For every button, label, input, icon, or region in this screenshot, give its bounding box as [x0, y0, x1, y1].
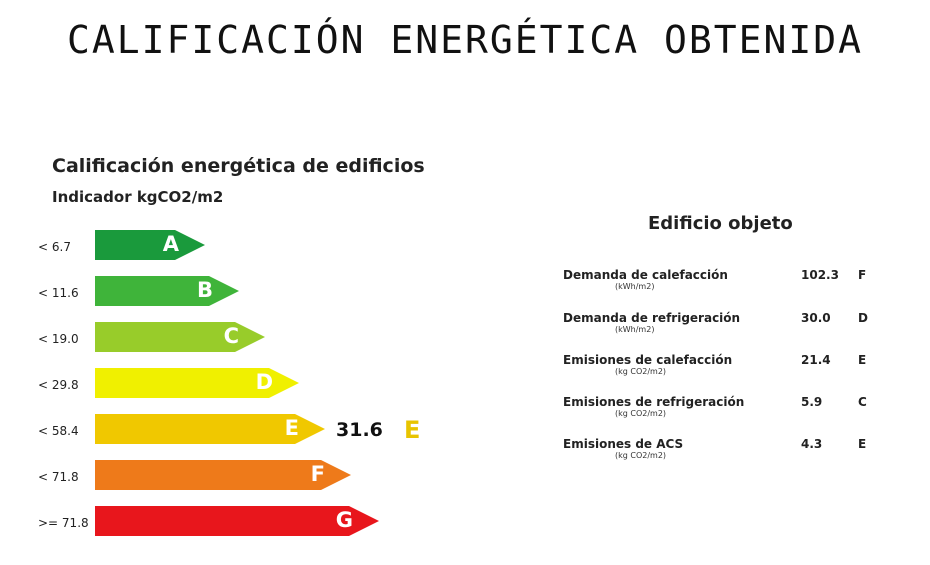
metric-unit: (kg CO2/m2) [615, 451, 667, 460]
metric-row: Emisiones de calefacción (kg CO2/m2) 21.… [563, 353, 883, 383]
range-label: < 58.4 [38, 424, 79, 438]
rating-arrow-g: G [95, 506, 379, 536]
metric-grade: C [858, 395, 867, 409]
range-label: < 6.7 [38, 240, 71, 254]
rating-letter: C [223, 324, 239, 348]
metric-label: Demanda de refrigeración [563, 311, 741, 325]
range-label: < 71.8 [38, 470, 79, 484]
metric-unit: (kWh/m2) [615, 282, 655, 291]
rating-arrow-d: D [95, 368, 299, 398]
metric-grade: D [858, 311, 868, 325]
metric-row: Emisiones de refrigeración (kg CO2/m2) 5… [563, 395, 883, 425]
rating-letter: D [255, 370, 273, 394]
metric-label: Demanda de calefacción [563, 268, 728, 282]
rating-letter: G [335, 508, 353, 532]
rating-arrow-b: B [95, 276, 239, 306]
page-title: CALIFICACIÓN ENERGÉTICA OBTENIDA [66, 18, 864, 62]
metric-label: Emisiones de calefacción [563, 353, 733, 367]
metric-unit: (kWh/m2) [615, 325, 655, 334]
rating-letter: A [162, 232, 179, 256]
metric-value: 102.3 [801, 268, 839, 282]
result-letter: E [404, 416, 421, 444]
metric-row: Demanda de calefacción (kWh/m2) 102.3 F [563, 268, 883, 298]
rating-letter: E [284, 416, 299, 440]
metric-value: 21.4 [801, 353, 831, 367]
indicator-label: Indicador kgCO2/m2 [52, 188, 224, 206]
energy-scale-title: Calificación energética de edificios [52, 155, 425, 177]
range-label: < 19.0 [38, 332, 79, 346]
rating-arrow-e: E [95, 414, 325, 444]
metric-value: 30.0 [801, 311, 831, 325]
metric-grade: E [858, 353, 867, 367]
rating-arrow-f: F [95, 460, 351, 490]
rating-arrow-c: C [95, 322, 265, 352]
metric-label: Emisiones de refrigeración [563, 395, 745, 409]
metric-row: Demanda de refrigeración (kWh/m2) 30.0 D [563, 311, 883, 341]
metric-unit: (kg CO2/m2) [615, 367, 667, 376]
metric-value: 5.9 [801, 395, 823, 409]
range-label: >= 71.8 [38, 516, 89, 530]
rating-letter: B [196, 278, 213, 302]
result-value: 31.6 [336, 419, 383, 441]
rating-arrow-a: A [95, 230, 205, 260]
metric-grade: E [858, 437, 867, 451]
building-title: Edificio objeto [648, 213, 793, 234]
metric-row: Emisiones de ACS (kg CO2/m2) 4.3 E [563, 437, 883, 467]
metric-unit: (kg CO2/m2) [615, 409, 667, 418]
rating-letter: F [310, 462, 325, 486]
metric-label: Emisiones de ACS [563, 437, 684, 451]
metric-value: 4.3 [801, 437, 823, 451]
range-label: < 29.8 [38, 378, 79, 392]
metric-grade: F [858, 268, 867, 282]
range-label: < 11.6 [38, 286, 79, 300]
